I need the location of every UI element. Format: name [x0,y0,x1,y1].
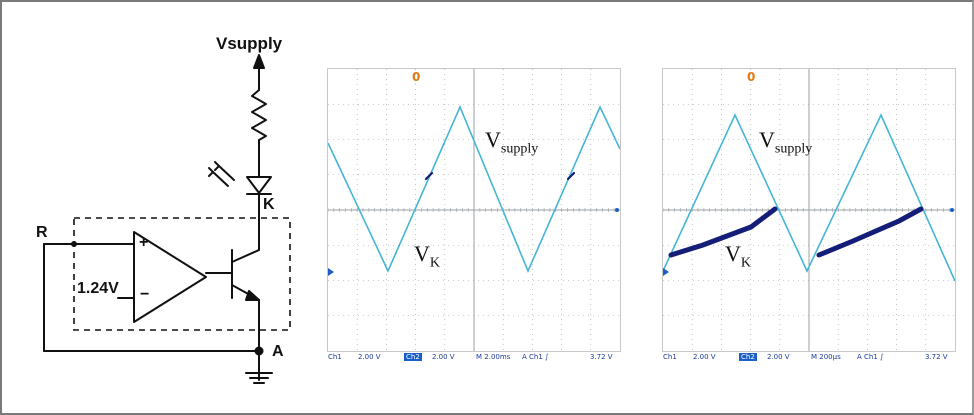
scope-left-vsupply-trace [328,104,620,274]
device-boundary [73,217,291,331]
emitter-arrow [245,290,260,301]
anode-label: A [272,343,284,360]
supply-arrow [253,54,265,69]
scope-right-ground-marker [663,268,669,277]
scope-left-ground-marker [328,268,334,277]
cathode-label: K [263,196,275,213]
input-label: R [36,224,48,241]
scope-left-ch1-scale: 2.00 V [358,353,381,361]
scope-right-ch1: Ch1 [663,353,677,361]
scope-right-ch2: Ch2 [739,353,757,361]
scope-right-trigger-marker: 0 [747,70,755,84]
oscilloscope-right: 0 Vsupply VK Ch1 2.00 V Ch2 2.00 V M 200… [662,68,956,361]
scope-left-level-marker [615,208,619,212]
scope-left-vk-trace [566,171,576,181]
scope-right-vsupply-trace [663,113,955,282]
reference-label: 1.24V [77,280,119,297]
opamp-plus-label: + [139,234,149,251]
scope-right-trigger-level: 3.72 V [925,353,948,361]
scope-right-trigger: A Ch1 ∫ [857,353,884,361]
led-diode [246,176,272,194]
scope-right-vsupply-label: Vsupply [759,127,813,157]
scope-left-status-bar: Ch1 2.00 V Ch2 2.00 V M 2.00ms A Ch1 ∫ 3… [328,352,620,365]
scope-left-trigger-marker: 0 [412,70,420,84]
scope-right-level-marker [950,208,954,212]
scope-left-grid: 0 [328,69,620,351]
scope-right-vk-trace [668,206,778,258]
scope-right-ch1-scale: 2.00 V [693,353,716,361]
scope-left-vk-label: VK [414,241,441,271]
scope-right-timebase: M 200μs [811,353,841,361]
scope-left-vsupply-label: Vsupply [485,127,539,157]
circuit-schematic [43,54,291,384]
oscilloscope-left: 0 Vsupply VK Ch1 2.00 V Ch2 2.00 V M 2.0… [327,68,621,361]
scope-left-ch2-scale: 2.00 V [432,353,455,361]
scope-right-status-bar: Ch1 2.00 V Ch2 2.00 V M 200μs A Ch1 ∫ 3.… [663,352,955,365]
scope-left-timebase: M 2.00ms [476,353,511,361]
scope-right-ch2-scale: 2.00 V [767,353,790,361]
scope-left-vk-trace [424,171,434,181]
opamp-minus-label: − [140,286,150,303]
scope-right-grid: 0 [663,69,955,351]
scope-left-ch2: Ch2 [404,353,422,361]
supply-label: Vsupply [216,34,283,53]
anode-node [254,346,264,356]
scope-left-ch1: Ch1 [328,353,342,361]
scope-left-trigger-level: 3.72 V [590,353,613,361]
scope-left-trigger: A Ch1 ∫ [522,353,549,361]
transistor-collector [231,249,260,263]
scope-right-vk-label: VK [725,241,752,271]
opamp [133,231,207,323]
scope-right-vk-trace [816,206,924,258]
resistor [251,89,267,141]
r-node [71,241,77,247]
